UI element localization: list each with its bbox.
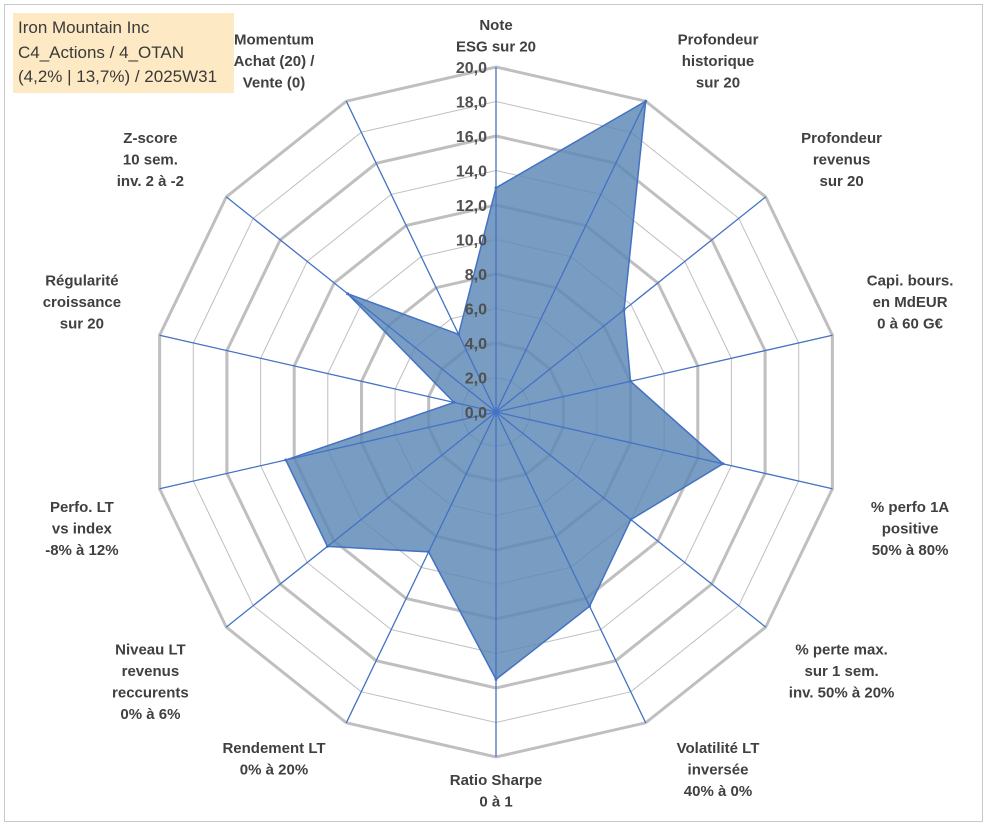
chart-title-company: Iron Mountain Inc [18, 18, 150, 37]
axis-spoke [345, 100, 497, 413]
r-tick-label: 12,0 [456, 198, 487, 215]
category-label: Momentum Achat (20) / Vente (0) [234, 32, 316, 92]
axis-spoke [225, 411, 497, 628]
axis-spoke [345, 411, 497, 724]
r-tick-label: 16,0 [456, 129, 487, 146]
chart-title-box: Iron Mountain Inc C4_Actions / 4_OTAN (4… [13, 13, 234, 93]
r-tick-label: 14,0 [456, 164, 487, 181]
category-label: Capi. bours. en MdEUR 0 à 60 G€ [867, 273, 954, 333]
category-label: Rendement LT 0% à 20% [222, 740, 325, 779]
axis-spoke [495, 196, 767, 413]
category-label: % perfo 1A positive 50% à 80% [871, 499, 950, 559]
r-tick-label: 10,0 [456, 233, 487, 250]
r-tick-label: 18,0 [456, 95, 487, 112]
category-label: Niveau LT revenus reccurents 0% à 6% [112, 641, 189, 723]
axis-spoke [495, 334, 833, 413]
radar-axes [159, 67, 833, 757]
r-tick-label: 8,0 [465, 267, 487, 284]
category-label: Volatilité LT inversée 40% à 0% [677, 740, 760, 800]
axis-spoke [495, 411, 647, 724]
category-label: Profondeur revenus sur 20 [801, 130, 882, 190]
r-tick-label: 6,0 [465, 302, 487, 319]
category-label: Z-score 10 sem. inv. 2 à -2 [117, 130, 184, 190]
axis-spoke [225, 196, 497, 413]
r-tick-label: 0,0 [465, 405, 487, 422]
category-label: % perte max. sur 1 sem. inv. 50% à 20% [789, 641, 895, 701]
r-tick-label: 4,0 [465, 336, 487, 353]
axis-spoke [495, 411, 833, 490]
chart-title-period: (4,2% | 13,7%) / 2025W31 [18, 67, 218, 86]
category-labels: Note ESG sur 20 Profondeur historique sur 20… [43, 17, 954, 811]
radial-tick-labels: 0,0 2,0 4,0 6,0 8,0 10,0 12,0 14,0 16,0 18,0 20,0 [456, 60, 487, 422]
axis-spoke [495, 411, 767, 628]
category-label: Note ESG sur 20 [456, 17, 536, 56]
chart-title-category: C4_Actions / 4_OTAN [18, 42, 184, 62]
axis-spoke [495, 100, 647, 413]
radar-series [284, 99, 725, 681]
r-tick-label: 20,0 [456, 60, 487, 77]
category-label: Régularité croissance sur 20 [43, 273, 121, 333]
category-label: Ratio Sharpe 0 à 1 [450, 772, 543, 811]
axis-spoke [159, 334, 497, 413]
category-label: Profondeur historique sur 20 [678, 32, 759, 92]
category-label: Perfo. LT vs index -8% à 12% [45, 499, 118, 559]
series-area [284, 99, 725, 681]
r-tick-label: 2,0 [465, 371, 487, 388]
axis-spoke [159, 411, 497, 490]
